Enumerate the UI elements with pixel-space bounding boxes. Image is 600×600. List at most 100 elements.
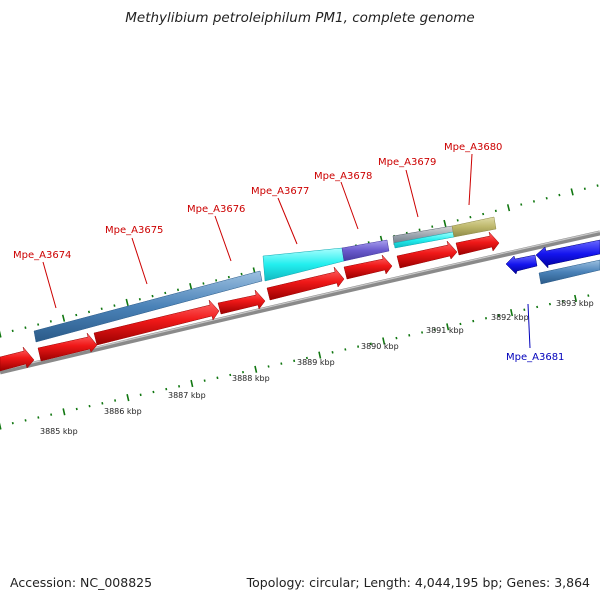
gene-label-mpe-a3676[interactable]: Mpe_A3676 (187, 204, 245, 215)
label-line-mpe-a3678 (340, 181, 359, 230)
upper-tick-mark (176, 288, 180, 292)
lower-tick-mark (446, 323, 450, 331)
cog-feature-olive[interactable] (451, 216, 497, 238)
map-title: Methylibium petroleiphilum PM1, complete… (125, 10, 475, 26)
upper-tick-mark (596, 184, 599, 187)
gene-label-mpe-a3674[interactable]: Mpe_A3674 (13, 250, 71, 261)
upper-tick-mark (24, 326, 27, 329)
upper-tick-mark (113, 304, 116, 307)
cds-arrow-left-edge[interactable] (0, 346, 35, 372)
lower-tick-mark (267, 365, 270, 368)
kbp-label: 3892 kbp (491, 313, 529, 322)
lower-tick-mark (254, 365, 258, 373)
cds-arrow-mpe-a3681[interactable] (505, 254, 538, 275)
lower-tick-mark (548, 302, 551, 306)
upper-tick-mark (87, 310, 91, 314)
lower-tick-mark (88, 404, 91, 408)
label-line-mpe-a3675 (131, 237, 148, 285)
upper-tick-mark (431, 225, 434, 228)
cds-arrow-reverse-right-edge[interactable] (535, 239, 600, 269)
label-line-mpe-a3680 (468, 153, 473, 206)
upper-tick-mark (418, 228, 421, 232)
cog-feature-steelblue[interactable] (33, 270, 263, 343)
kbp-label: 3890 kbp (361, 342, 399, 351)
upper-tick-mark (443, 219, 447, 228)
upper-tick-mark (570, 188, 574, 196)
lower-tick-mark (280, 362, 283, 365)
upper-tick-mark (227, 275, 230, 279)
upper-tick-mark (189, 283, 193, 291)
lower-tick-mark (50, 413, 53, 416)
lower-tick-mark (421, 331, 424, 334)
lower-tick-mark (382, 337, 386, 345)
lower-tick-mark (37, 416, 40, 419)
label-line-mpe-a3677 (277, 197, 298, 245)
upper-tick-mark (151, 294, 154, 298)
lower-tick-mark (510, 309, 514, 317)
gene-label-mpe-a3680[interactable]: Mpe_A3680 (444, 142, 502, 153)
kbp-scale: 3885 kbp 3886 kbp 3887 kbp 3888 kbp 3889 kbp… (40, 299, 594, 436)
lower-tick-mark (472, 319, 475, 323)
lower-tick-mark (293, 359, 296, 363)
accession-text: Accession: NC_008825 (10, 575, 153, 590)
lower-tick-mark (24, 419, 27, 422)
cds-arrow-mpe-a3675[interactable] (93, 299, 220, 346)
upper-tick-mark (61, 314, 66, 322)
kbp-label: 3887 kbp (168, 391, 206, 400)
lower-tick-mark (574, 294, 578, 302)
upper-tick-mark (138, 298, 141, 301)
kbp-label: 3889 kbp (297, 358, 335, 367)
label-line-mpe-a3676 (214, 215, 232, 262)
cds-arrow-mpe-a3676[interactable] (217, 289, 266, 315)
gene-label-mpe-a3677[interactable]: Mpe_A3677 (251, 186, 309, 197)
upper-tick-mark (558, 193, 561, 197)
gene-label-mpe-a3678[interactable]: Mpe_A3678 (314, 171, 372, 182)
upper-tick-mark (49, 320, 52, 323)
lower-tick-mark (536, 305, 539, 309)
upper-tick-mark (215, 279, 218, 282)
label-line-mpe-a3681 (527, 303, 531, 349)
upper-tick-mark (75, 313, 78, 317)
cds-arrow-mpe-a3680[interactable] (455, 231, 500, 256)
cog-feature-steelblue-right[interactable] (538, 259, 600, 285)
upper-tick-mark (240, 272, 243, 276)
upper-tick-mark (0, 330, 2, 338)
cog-feature-purple[interactable] (341, 239, 390, 262)
upper-tick-mark (164, 291, 167, 295)
upper-tick-mark (100, 307, 103, 311)
upper-tick-mark (532, 200, 535, 203)
kbp-label: 3888 kbp (232, 374, 270, 383)
lower-tick-mark (62, 408, 66, 416)
lower-tick-mark (178, 385, 181, 388)
cds-arrow-mpe-a3677[interactable] (266, 266, 345, 301)
lower-tick-mark (395, 336, 398, 340)
lower-tick-mark (101, 402, 104, 405)
upper-tick-mark (469, 215, 472, 219)
gene-label-mpe-a3679[interactable]: Mpe_A3679 (378, 157, 436, 168)
label-line-mpe-a3679 (405, 169, 419, 218)
lower-tick-mark (408, 334, 411, 337)
kbp-label: 3891 kbp (426, 326, 464, 335)
upper-tick-mark (202, 282, 205, 285)
lower-tick-mark (561, 300, 564, 303)
lower-tick-mark (433, 328, 436, 331)
cds-arrow-mpe-a3678[interactable] (343, 254, 393, 280)
upper-tick-mark (506, 204, 511, 212)
lower-tick-mark (152, 390, 155, 394)
upper-tick-mark (11, 329, 14, 333)
lower-tick-mark (0, 422, 2, 430)
kbp-label: 3885 kbp (40, 427, 78, 436)
cds-arrow-mpe-a3679[interactable] (396, 240, 458, 269)
gene-label-mpe-a3675[interactable]: Mpe_A3675 (105, 225, 163, 236)
genome-backbone (0, 230, 600, 375)
lower-tick-track (0, 294, 590, 430)
lower-tick-mark (344, 348, 347, 351)
lower-tick-mark (523, 308, 526, 311)
upper-tick-mark (520, 203, 523, 206)
lower-tick-mark (459, 322, 462, 326)
gene-label-mpe-a3681[interactable]: Mpe_A3681 (506, 352, 564, 363)
cds-arrow-mpe-a3674[interactable] (37, 332, 98, 362)
lower-tick-mark (229, 373, 232, 377)
upper-tick-mark (494, 209, 497, 213)
